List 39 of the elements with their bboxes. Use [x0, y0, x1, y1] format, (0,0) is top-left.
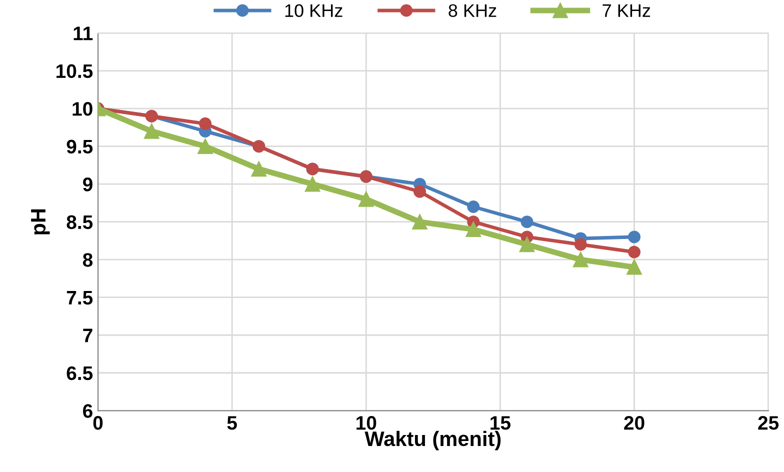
y-tick-label: 8	[82, 253, 93, 267]
x-tick-label: 15	[490, 416, 510, 430]
x-axis-title: Waktu (menit)	[364, 430, 501, 450]
y-tick-label: 11	[74, 26, 93, 40]
point	[198, 138, 213, 154]
y-tick-label: 9.5	[66, 140, 93, 154]
point	[412, 214, 428, 230]
y-tick-label: 10	[72, 102, 92, 116]
point	[628, 230, 641, 244]
legend-label: 7 KHz	[602, 4, 650, 17]
point	[628, 246, 641, 258]
y-tick-label: 9	[83, 178, 92, 192]
point	[358, 192, 374, 207]
x-tick-label: 20	[624, 416, 644, 430]
point	[251, 161, 267, 177]
y-tick-label: 10.5	[56, 64, 93, 78]
point	[572, 252, 588, 268]
x-tick-label: 0	[93, 416, 103, 430]
point	[466, 222, 482, 238]
legend-label: 8 KHz	[448, 4, 496, 17]
point	[467, 200, 480, 213]
legend-label: 10 KHz	[285, 4, 342, 17]
y-tick-label: 6.5	[66, 366, 93, 380]
point	[520, 216, 534, 228]
point	[414, 185, 426, 198]
x-tick-label: 25	[758, 416, 779, 430]
y-axis-title: pH	[31, 209, 50, 234]
point	[144, 124, 160, 139]
y-tick-label: 7	[83, 328, 92, 342]
y-tick-label: 7.5	[66, 291, 93, 305]
point	[574, 238, 587, 251]
point	[199, 117, 212, 130]
x-tick-label: 10	[356, 416, 376, 430]
point	[626, 260, 642, 275]
y-tick-label: 6	[83, 404, 92, 418]
point	[519, 236, 535, 252]
x-tick-label: 5	[227, 416, 237, 430]
y-tick-label: 8.5	[66, 215, 93, 230]
point	[304, 176, 320, 192]
